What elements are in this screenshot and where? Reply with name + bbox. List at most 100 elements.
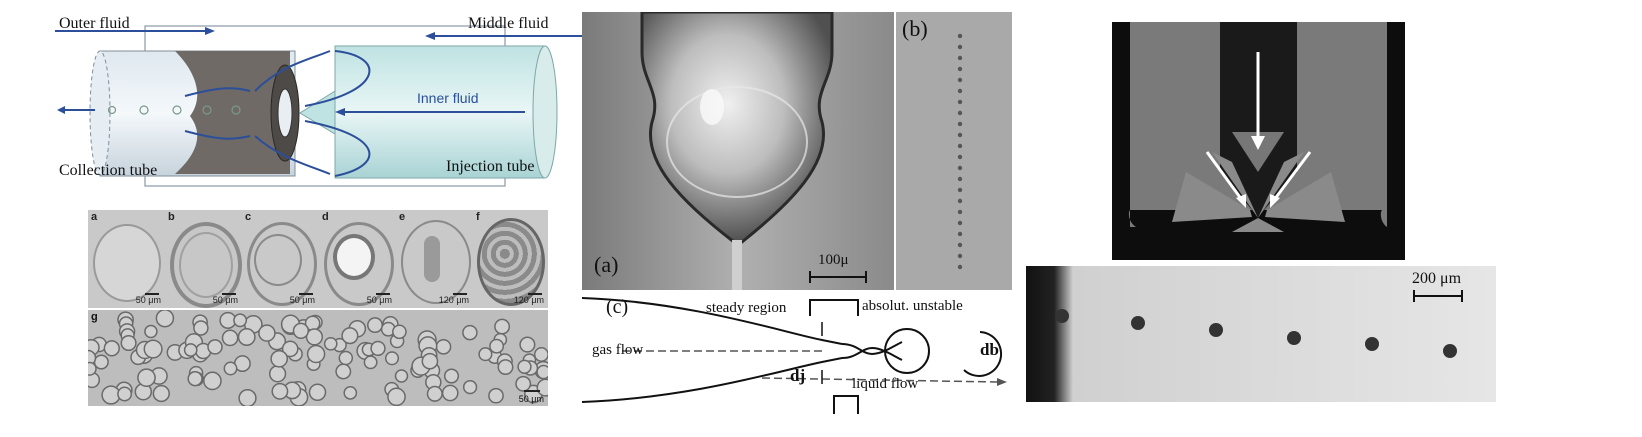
- micrograph-b-letter: b: [168, 211, 175, 223]
- strip-droplet: [387, 387, 406, 406]
- liquid-flow-label: liquid flow: [852, 376, 919, 392]
- strip-droplet: [494, 318, 511, 335]
- strip-droplet: [308, 383, 327, 402]
- strip-droplet: [441, 384, 459, 402]
- micrograph-d-scale: 50 μm: [366, 295, 392, 305]
- droplet-channel-drawing: [1026, 266, 1496, 402]
- strip-droplet: [117, 386, 133, 402]
- train-droplet: [957, 143, 963, 149]
- strip-droplet: [155, 310, 175, 328]
- train-droplet: [957, 231, 963, 237]
- flow-focusing-photo-a: (a) 100μ: [582, 12, 894, 290]
- droplet-train-drawing: [896, 12, 1012, 290]
- strip-scale: 50 μm: [518, 394, 544, 404]
- drop-diameter-label: db: [980, 340, 999, 359]
- strip-letter: g: [91, 311, 98, 323]
- train-droplet: [957, 165, 963, 171]
- strip-droplet: [152, 384, 170, 403]
- micrograph-a-letter: a: [91, 211, 98, 223]
- strip-droplet: [292, 322, 310, 339]
- absolut-unstable-label: absolut. unstable: [862, 298, 963, 314]
- strip-droplet: [93, 354, 109, 370]
- strip-droplet: [233, 313, 248, 328]
- strip-droplet: [323, 336, 338, 351]
- junction-drawing: [1128, 22, 1387, 242]
- strip-droplet: [497, 359, 514, 376]
- micrograph-b-scale: 50 μm: [212, 295, 238, 305]
- injection-tube-label: Injection tube: [446, 158, 535, 175]
- strip-droplet: [268, 365, 287, 383]
- strip-droplet: [533, 347, 548, 362]
- micrograph-f: f 120 μm: [473, 210, 548, 308]
- strip-droplet: [384, 351, 400, 366]
- strip-droplet: [103, 340, 120, 357]
- micrograph-c-scale: 50 μm: [289, 295, 315, 305]
- strip-droplet: [370, 340, 386, 357]
- train-droplet: [957, 99, 963, 105]
- strip-droplet: [271, 382, 289, 400]
- train-droplet: [957, 66, 963, 72]
- strip-droplet: [258, 324, 276, 342]
- strip-droplet: [392, 324, 407, 340]
- strip-droplet: [536, 364, 548, 380]
- strip-droplet: [421, 352, 439, 370]
- micrograph-b: b 50 μm: [165, 210, 244, 308]
- jet-diameter-label: dj: [790, 366, 806, 385]
- droplet-array-micrograph: g 50 μm: [88, 310, 548, 406]
- micrograph-a: a 50 μm: [88, 210, 167, 308]
- train-droplet: [957, 187, 963, 193]
- micrograph-e-scale: 120 μm: [438, 295, 469, 305]
- train-droplet: [957, 110, 963, 116]
- strip-droplet: [207, 339, 223, 355]
- strip-droplet: [143, 339, 163, 359]
- micrograph-c: c 50 μm: [242, 210, 321, 308]
- micrograph-f-scale: 120 μm: [513, 295, 544, 305]
- middle-fluid-label: Middle fluid: [468, 15, 549, 32]
- train-droplet: [957, 198, 963, 204]
- strip-droplet: [363, 355, 378, 370]
- train-droplet: [957, 55, 963, 61]
- strip-droplet: [88, 361, 97, 376]
- strip-droplet: [203, 371, 222, 391]
- strip-droplet: [426, 385, 443, 402]
- micrograph-e: e 120 μm: [396, 210, 475, 308]
- strip-droplet: [120, 334, 137, 352]
- strip-droplet: [223, 361, 238, 376]
- train-droplet: [957, 242, 963, 248]
- micrograph-a-scale: 50 μm: [135, 295, 161, 305]
- micrograph-c-letter: c: [245, 211, 252, 223]
- flow-focusing-photo-b: (b): [896, 12, 1012, 290]
- train-droplet: [957, 121, 963, 127]
- emulsion-micrographs-row: a 50 μm b 50 μm c 50 μm d 50 μm e 120 μm…: [88, 210, 548, 308]
- droplet-array-drawing: [88, 310, 548, 406]
- strip-droplet: [144, 324, 158, 339]
- train-droplet: [957, 209, 963, 215]
- strip-droplet: [515, 375, 532, 392]
- capillary-device-schematic: [55, 6, 585, 206]
- strip-droplet: [335, 363, 352, 380]
- train-droplet: [957, 264, 963, 270]
- scale-200-label: 200 μm: [1412, 270, 1462, 287]
- strip-droplet: [187, 371, 203, 387]
- strip-droplet: [435, 338, 452, 355]
- micrograph-e-letter: e: [399, 211, 406, 223]
- strip-droplet: [270, 349, 289, 368]
- strip-droplet: [488, 387, 504, 404]
- micrograph-d-letter: d: [322, 211, 329, 223]
- train-droplet: [957, 88, 963, 94]
- strip-droplet: [519, 336, 536, 353]
- train-droplet: [957, 44, 963, 50]
- strip-droplet: [343, 386, 358, 400]
- steady-region-label: steady region: [706, 300, 787, 316]
- train-droplet: [957, 132, 963, 138]
- train-droplet: [957, 220, 963, 226]
- train-droplet: [957, 176, 963, 182]
- jet-schematic-c: (c) steady region absolut. unstable gas …: [582, 292, 1012, 414]
- scale-100-label: 100μ: [818, 252, 849, 268]
- strip-droplet: [443, 368, 460, 384]
- strip-droplet: [367, 317, 383, 334]
- strip-droplet: [394, 369, 409, 383]
- strip-droplet: [462, 379, 478, 395]
- flow-focusing-junction-photo: [1112, 22, 1405, 260]
- micrograph-f-letter: f: [476, 211, 480, 223]
